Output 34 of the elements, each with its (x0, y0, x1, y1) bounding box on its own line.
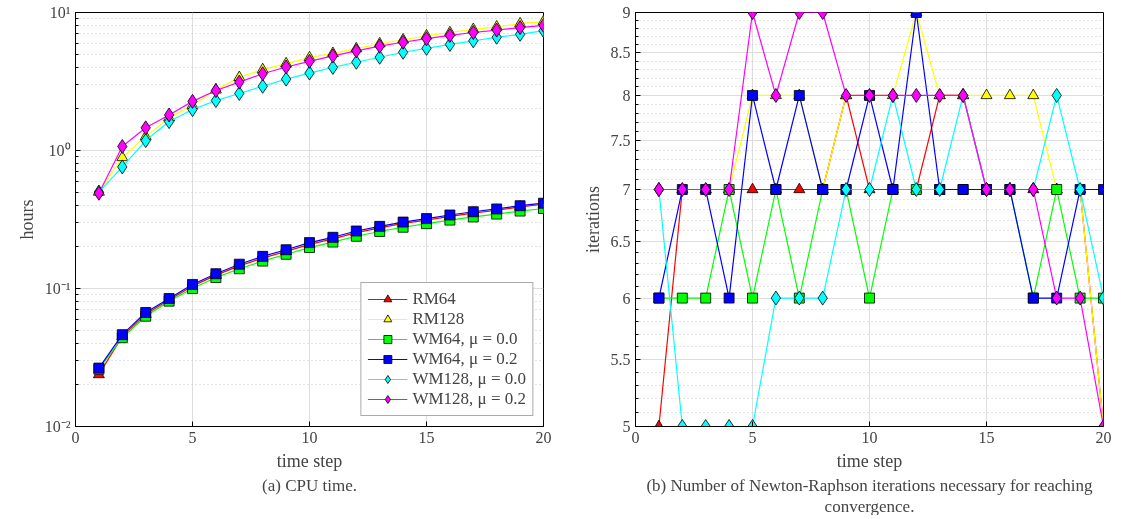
x-axis-title: time step (836, 450, 903, 471)
x-tick-label: 5 (748, 428, 757, 446)
x-tick-label: 10 (301, 428, 318, 446)
y-tick-label: 6 (622, 289, 631, 307)
legend-label: WM64, μ = 0.0 (412, 329, 518, 349)
text: (a) CPU time. (262, 475, 357, 495)
y-tick-label: 8.5 (610, 44, 631, 62)
x-tick-label: 5 (188, 428, 197, 446)
legend-label: WM64, μ = 0.2 (412, 349, 518, 369)
x-tick-label: 20 (1095, 428, 1112, 446)
x-tick-label: 10 (861, 428, 878, 446)
legend-label: RM128 (412, 309, 465, 329)
x-tick-label: 0 (71, 428, 80, 446)
x-tick-label: 15 (418, 428, 435, 446)
legend-label: WM128, μ = 0.2 (412, 389, 526, 409)
y-tick-label: 7 (622, 181, 631, 199)
y-tick-label: 10⁻¹ (44, 280, 71, 297)
x-tick-label: 0 (631, 428, 640, 446)
x-tick-label: 15 (978, 428, 995, 446)
y-axis-title: iterations (582, 186, 603, 253)
y-tick-label: 7.5 (610, 132, 631, 150)
legend-label: WM128, μ = 0.0 (412, 369, 526, 389)
y-axis-title: hours (16, 199, 37, 240)
y-tick-label: 6.5 (610, 233, 631, 251)
y-tick-label: 5.5 (610, 350, 631, 368)
y-tick-label: 9 (622, 4, 631, 21)
y-tick-label: 8 (622, 86, 631, 104)
y-tick-label: 10¹ (49, 4, 71, 21)
text: (b) Number of Newton-Raphson iterations necessary for reaching convergence. (646, 475, 1094, 516)
x-tick-label: 20 (535, 428, 552, 446)
x-axis-title: time step (276, 450, 343, 471)
legend-label: RM64 (412, 289, 456, 309)
y-tick-label: 10⁰ (48, 142, 71, 159)
y-tick-label: 10⁻² (44, 418, 71, 435)
